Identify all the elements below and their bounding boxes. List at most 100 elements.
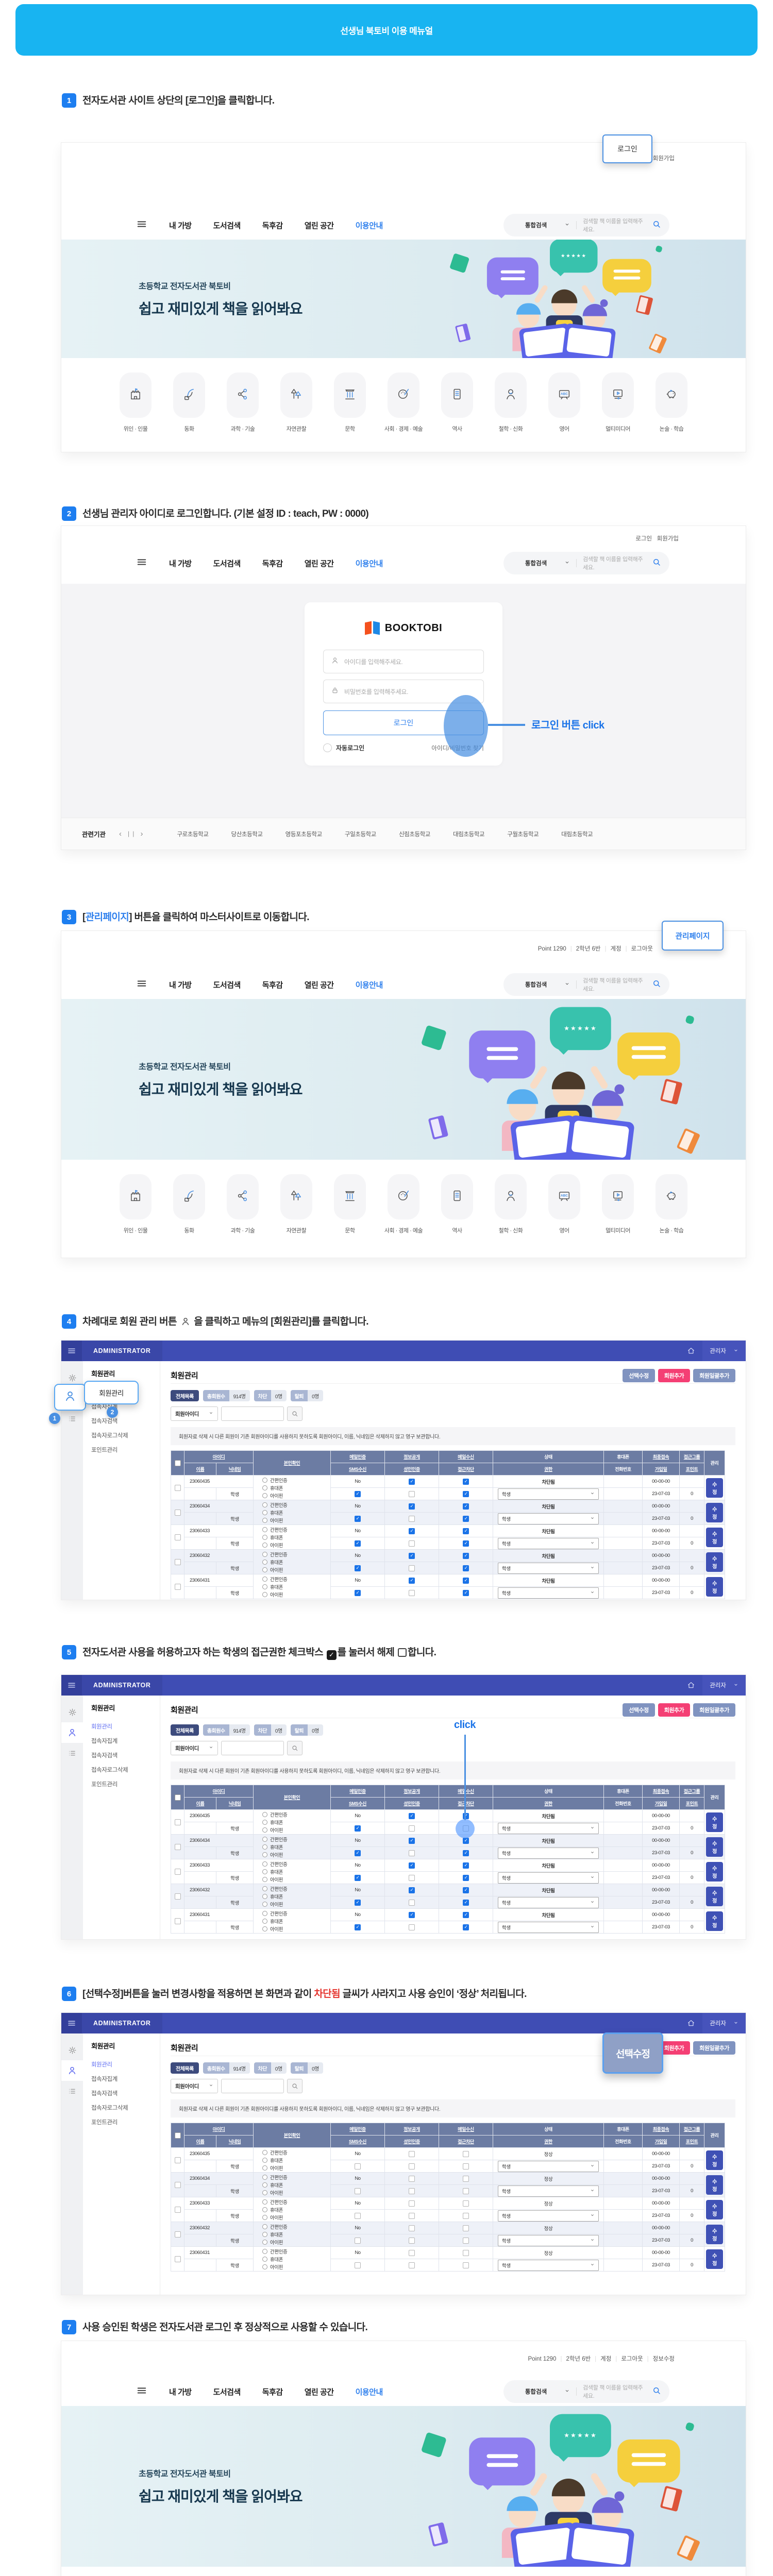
admin-menu-toggle[interactable]	[61, 2013, 82, 2033]
checked-checkbox[interactable]: ✓	[355, 1540, 361, 1547]
col-header[interactable]: 최종접속	[642, 1450, 680, 1463]
col-header[interactable]: 본인확인	[253, 1785, 331, 1810]
school-link[interactable]: 영등포초등학교	[285, 831, 323, 838]
school-link[interactable]: 대림초등학교	[561, 831, 593, 838]
radio-icon[interactable]	[262, 1819, 268, 1825]
verify-option[interactable]: 아이핀	[255, 2164, 329, 2172]
unchecked-checkbox[interactable]	[463, 2237, 469, 2244]
verify-option[interactable]: 아이핀	[255, 1492, 329, 1499]
col-header[interactable]: 메일수신	[439, 2123, 494, 2136]
col-header[interactable]: 메일인증	[330, 2123, 385, 2136]
radio-icon[interactable]	[262, 2214, 268, 2220]
sidebar-item[interactable]: 포인트관리	[91, 1782, 117, 1788]
search-input[interactable]: 검색할 책 이름을 입력해주세요.	[583, 978, 643, 992]
category-item[interactable]: 논술 · 학습	[647, 372, 696, 433]
sidebar-item[interactable]: 접속자집계	[91, 2076, 117, 2082]
select-edit-button-highlight[interactable]: 선택수정	[602, 2032, 663, 2074]
verify-option[interactable]: 휴대폰	[255, 2181, 329, 2189]
sidebar-item[interactable]: 회원관리	[91, 1724, 112, 1730]
col-header[interactable]: 이름	[184, 1797, 216, 1810]
id-field[interactable]: 아이디를 입력해주세요.	[323, 650, 484, 673]
radio-icon[interactable]	[262, 1493, 268, 1498]
sidebar-item[interactable]: 포인트관리	[91, 2120, 117, 2126]
radio-icon[interactable]	[262, 1477, 268, 1483]
radio-icon[interactable]	[262, 1836, 268, 1842]
badge-all-list[interactable]: 전체목록	[171, 2062, 199, 2074]
checked-checkbox[interactable]: ✓	[463, 1490, 469, 1497]
sidebar-item[interactable]: 접속자로그삭제	[91, 1767, 128, 1773]
member-manage-icon[interactable]	[61, 1722, 83, 1743]
row-select-checkbox[interactable]	[174, 1583, 181, 1590]
edit-member-button[interactable]: 수정	[706, 1911, 724, 1931]
checked-checkbox[interactable]: ✓	[463, 1874, 469, 1881]
edit-member-button[interactable]: 수정	[706, 2150, 724, 2170]
nav-item[interactable]: 열린 공간	[304, 221, 334, 230]
checked-checkbox[interactable]: ✓	[409, 1911, 415, 1918]
unchecked-checkbox[interactable]	[463, 2150, 469, 2157]
row-select-checkbox[interactable]	[174, 1534, 181, 1540]
nav-item[interactable]: 이용안내	[355, 221, 383, 230]
row-select-checkbox[interactable]	[174, 1918, 181, 1924]
checked-checkbox[interactable]: ✓	[355, 1565, 361, 1571]
school-link[interactable]: 신림초등학교	[399, 831, 431, 838]
checked-checkbox[interactable]: ✓	[409, 1887, 415, 1893]
checked-checkbox[interactable]: ✓	[409, 1862, 415, 1869]
col-header[interactable]: 권한	[493, 1797, 604, 1810]
nav-item[interactable]: 열린 공간	[304, 559, 334, 568]
category-item[interactable]: 문학	[326, 1174, 374, 1234]
logout-link[interactable]: 로그아웃	[631, 946, 653, 952]
verify-option[interactable]: 휴대폰	[255, 1509, 329, 1516]
col-header[interactable]: 아이디	[183, 2123, 254, 2136]
unchecked-checkbox[interactable]	[463, 2225, 469, 2231]
checked-checkbox[interactable]: ✓	[355, 1874, 361, 1881]
nav-item[interactable]: 열린 공간	[304, 2387, 334, 2397]
category-item[interactable]: 자연관찰	[272, 372, 321, 433]
member-search-category[interactable]: 회원아이디	[171, 2079, 218, 2093]
verify-option[interactable]: 간편인증	[255, 1476, 329, 1484]
nav-item[interactable]: 독후감	[262, 221, 283, 230]
col-header[interactable]: 닉네임	[215, 1463, 254, 1476]
verify-option[interactable]: 아이핀	[255, 1590, 329, 1598]
bulk-add-button[interactable]: 회원일괄추가	[693, 2041, 735, 2055]
unchecked-checkbox[interactable]	[355, 2262, 361, 2268]
col-header[interactable]: 포인트	[679, 1463, 705, 1476]
radio-icon[interactable]	[262, 2224, 268, 2229]
unchecked-checkbox[interactable]	[463, 2262, 469, 2268]
settings-icon[interactable]	[61, 2040, 83, 2060]
col-header[interactable]: 닉네임	[215, 2135, 254, 2148]
verify-option[interactable]: 휴대폰	[255, 1892, 329, 1900]
checked-checkbox[interactable]: ✓	[409, 1837, 415, 1844]
unchecked-checkbox[interactable]	[463, 2212, 469, 2219]
col-header[interactable]: 아이디	[183, 1785, 254, 1798]
select-all-checkbox[interactable]	[174, 2132, 181, 2139]
select-all-checkbox[interactable]	[174, 1794, 181, 1801]
verify-option[interactable]: 아이핀	[255, 1826, 329, 1834]
edit-info-link[interactable]: 정보수정	[652, 2356, 675, 2362]
role-select[interactable]: 학생	[498, 2234, 599, 2246]
member-search-button[interactable]	[287, 1406, 303, 1421]
col-header[interactable]: 포인트	[679, 1797, 705, 1810]
edit-member-button[interactable]: 수정	[706, 1861, 724, 1882]
member-search-category[interactable]: 회원아이디	[171, 1406, 218, 1421]
home-icon[interactable]	[687, 1681, 695, 1689]
verify-option[interactable]: 휴대폰	[255, 1843, 329, 1851]
nav-item[interactable]: 열린 공간	[304, 980, 334, 990]
unchecked-checkbox[interactable]	[409, 2249, 415, 2256]
verify-option[interactable]: 휴대폰	[255, 2230, 329, 2238]
radio-icon[interactable]	[262, 1901, 268, 1907]
search-input[interactable]: 검색할 책 이름을 입력해주세요.	[583, 556, 643, 571]
checked-checkbox[interactable]: ✓	[355, 1490, 361, 1497]
sidebar-item[interactable]: 포인트관리	[91, 1447, 117, 1453]
verify-option[interactable]: 휴대폰	[255, 2255, 329, 2263]
admin-menu-toggle[interactable]	[61, 1341, 82, 1361]
member-search-button[interactable]	[287, 1741, 303, 1755]
radio-icon[interactable]	[262, 1576, 268, 1582]
admin-user-menu[interactable]: 관리자	[702, 1341, 746, 1361]
col-header[interactable]: 닉네임	[215, 1797, 254, 1810]
col-header[interactable]: 정보공개	[384, 1450, 440, 1463]
col-header[interactable]: 메일인증	[330, 1785, 385, 1798]
nav-item[interactable]: 이용안내	[355, 980, 383, 990]
unchecked-checkbox[interactable]	[409, 2188, 415, 2194]
radio-icon[interactable]	[262, 1527, 268, 1532]
checked-checkbox[interactable]: ✓	[463, 1540, 469, 1547]
